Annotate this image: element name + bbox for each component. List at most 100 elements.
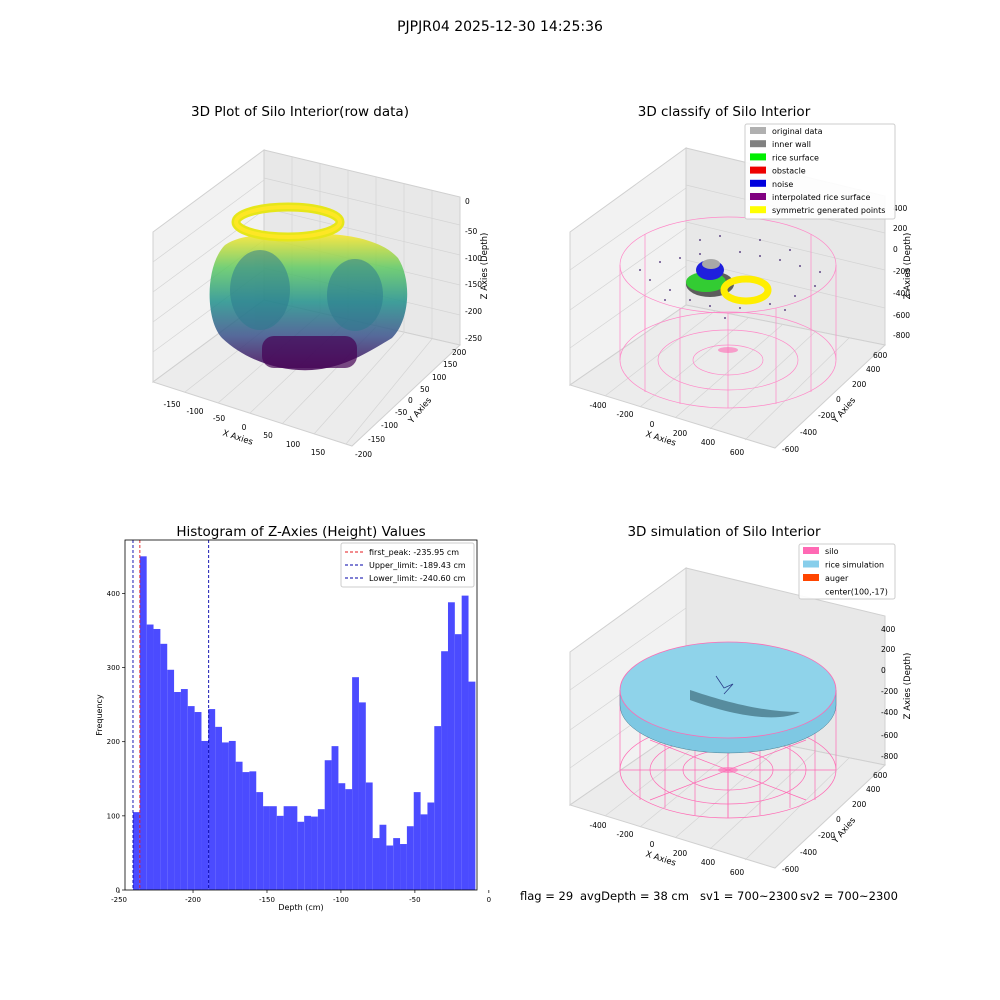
histogram-bar <box>215 726 223 890</box>
histogram-y-tick-label: 400 <box>107 590 120 598</box>
histogram-x-tick-label: -200 <box>185 896 201 904</box>
histogram-bar <box>153 628 161 890</box>
svg-text:-200: -200 <box>616 830 633 839</box>
histogram-ylabel: Frequency <box>95 694 104 736</box>
footer-sv2: sv2 = 700~2300 <box>800 889 898 903</box>
svg-text:600: 600 <box>730 868 745 877</box>
legend-swatch <box>750 127 766 134</box>
simulation-3d-panel: 3D simulation of Silo Interior <box>568 524 913 877</box>
svg-text:-200: -200 <box>616 410 633 419</box>
simulation-3d-z-ticks: 400 200 0 -200 -400 -600 -800 <box>881 625 898 761</box>
histogram-bar <box>194 712 202 890</box>
legend-swatch <box>750 153 766 161</box>
simulation-3d-legend: silo rice simulation auger center(100,-17) <box>798 543 896 600</box>
svg-text:150: 150 <box>311 448 326 457</box>
footer-sv1: sv1 = 700~2300 <box>700 889 798 903</box>
svg-text:-600: -600 <box>782 445 799 454</box>
svg-text:-800: -800 <box>893 331 910 340</box>
svg-text:-150: -150 <box>465 280 482 289</box>
svg-text:400: 400 <box>866 365 881 374</box>
svg-text:-150: -150 <box>368 435 385 444</box>
histogram-bars <box>132 556 476 890</box>
histogram-bar <box>174 692 181 890</box>
svg-text:-600: -600 <box>881 731 898 740</box>
histogram-bar <box>338 783 346 890</box>
histogram-bar <box>256 792 264 890</box>
classify-3d-inner-wall <box>702 259 720 269</box>
classify-3d-zlabel: Z Axies (Depth) <box>903 233 913 300</box>
svg-text:200: 200 <box>852 380 867 389</box>
histogram-bar <box>372 838 380 890</box>
legend-label: obstacle <box>772 167 806 176</box>
histogram-bar <box>201 740 209 890</box>
histogram-bar <box>263 806 270 890</box>
histogram-bar <box>317 809 325 890</box>
histogram-bar <box>249 771 257 890</box>
legend-label: original data <box>772 127 823 136</box>
histogram-bar <box>276 815 284 890</box>
classify-3d-floor-pane <box>568 304 887 449</box>
legend-label: inner wall <box>772 140 811 149</box>
histogram-bar <box>132 812 140 890</box>
histogram-bar <box>304 815 312 890</box>
classify-3d-symmetric-points <box>720 275 772 305</box>
histogram-bar <box>406 826 414 890</box>
classify-3d-y-ticks: -600 -400 -200 0 200 400 600 <box>782 351 888 454</box>
histogram-x-tick-label: -50 <box>409 896 420 904</box>
histogram-bar <box>311 816 318 890</box>
raw-3d-title: 3D Plot of Silo Interior(row data) <box>191 104 409 120</box>
svg-text:0: 0 <box>893 245 898 254</box>
raw-3d-bottom-stripes <box>262 336 357 368</box>
svg-text:50: 50 <box>263 431 273 440</box>
svg-text:200: 200 <box>881 645 896 654</box>
histogram-bar <box>139 556 147 890</box>
classify-3d-z-ticks: 400 200 0 -200 -400 -600 -800 <box>893 204 910 340</box>
histogram-bar <box>146 624 154 890</box>
histogram-bar <box>269 806 277 890</box>
legend-swatch <box>803 560 819 568</box>
simulation-3d-auger <box>715 675 734 695</box>
raw-3d-x-ticks: -150 -100 -50 0 50 100 150 <box>163 400 325 457</box>
svg-text:-400: -400 <box>800 848 817 857</box>
simulation-3d-title: 3D simulation of Silo Interior <box>627 524 821 540</box>
legend-label: interpolated rice surface <box>772 193 870 202</box>
histogram-bar <box>468 681 476 890</box>
svg-text:0: 0 <box>408 396 413 405</box>
svg-text:-400: -400 <box>589 401 606 410</box>
legend-label: rice surface <box>772 153 819 162</box>
svg-text:0: 0 <box>650 840 655 849</box>
legend-swatch <box>750 166 766 174</box>
svg-text:600: 600 <box>873 351 888 360</box>
svg-text:-100: -100 <box>186 407 203 416</box>
footer-avg-depth: avgDepth = 38 cm <box>580 889 689 903</box>
svg-text:50: 50 <box>420 385 430 394</box>
svg-text:-50: -50 <box>395 408 407 417</box>
raw-3d-zlabel: Z Axies (Depth) <box>480 233 490 300</box>
svg-text:400: 400 <box>866 785 881 794</box>
classify-3d-panel: 3D classify of Silo Interior <box>568 104 913 457</box>
legend-label: rice simulation <box>825 561 884 570</box>
svg-text:150: 150 <box>443 360 458 369</box>
histogram-bar <box>461 595 469 890</box>
svg-text:-200: -200 <box>881 687 898 696</box>
svg-text:100: 100 <box>286 440 301 449</box>
simulation-3d-floor-pane <box>568 724 887 869</box>
svg-text:600: 600 <box>730 448 745 457</box>
histogram-frame <box>124 539 478 891</box>
svg-text:-600: -600 <box>782 865 799 874</box>
histogram-bar <box>386 845 394 890</box>
simulation-3d-zlabel: Z Axies (Depth) <box>903 653 913 720</box>
histogram-bar <box>400 844 407 890</box>
histogram-bar <box>413 792 421 890</box>
histogram-bar <box>441 651 448 890</box>
raw-3d-z-ticks: 0 -50 -100 -150 -200 -250 <box>465 197 482 343</box>
histogram-y-tick-label: 300 <box>107 664 120 672</box>
legend-swatch <box>750 140 766 148</box>
histogram-panel: Histogram of Z-Axies (Height) Values -25… <box>95 524 491 912</box>
histogram-bar <box>160 643 168 890</box>
histogram-bar <box>187 706 195 890</box>
histogram-bar <box>393 838 401 890</box>
classify-3d-legend: original data inner wall rice surface obsta… <box>744 123 896 220</box>
svg-text:200: 200 <box>452 348 467 357</box>
histogram-bar <box>379 824 387 890</box>
